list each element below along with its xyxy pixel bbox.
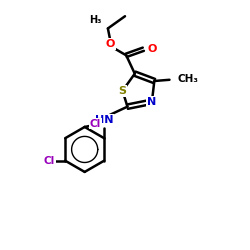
Text: H₃: H₃ <box>90 15 102 25</box>
Text: Cl: Cl <box>90 118 101 128</box>
Text: HN: HN <box>95 114 114 124</box>
Text: N: N <box>147 97 156 107</box>
Text: Cl: Cl <box>44 156 55 166</box>
Text: CH₃: CH₃ <box>178 74 199 84</box>
Text: O: O <box>148 44 157 54</box>
Text: S: S <box>118 86 126 96</box>
Text: O: O <box>106 39 115 49</box>
